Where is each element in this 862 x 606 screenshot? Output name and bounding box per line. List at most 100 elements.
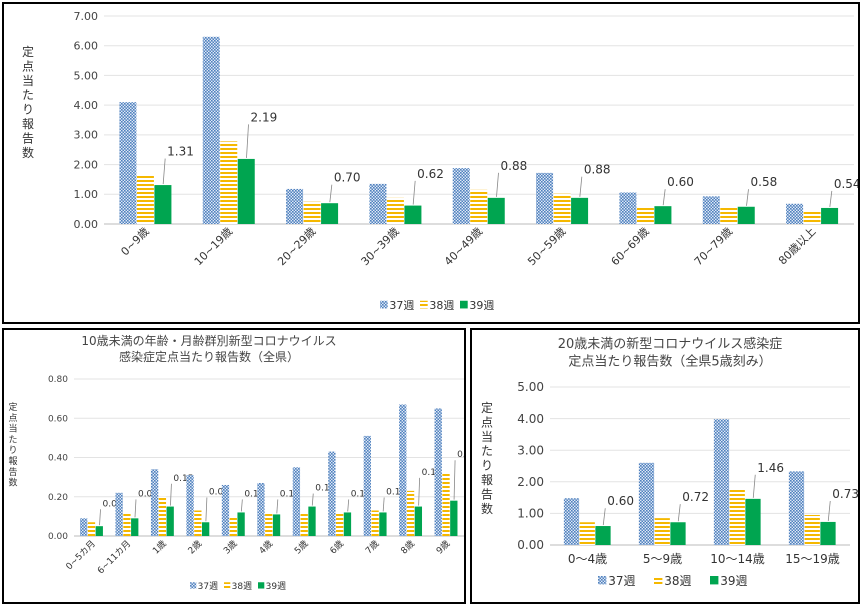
y-tick-label: 1.00 [74, 188, 99, 201]
bar [452, 168, 470, 224]
bar [321, 203, 339, 224]
bar [158, 496, 167, 536]
data-label: 0.11 [280, 489, 300, 499]
bar [788, 471, 805, 545]
legend-swatch [190, 582, 197, 589]
leader-line [246, 124, 249, 158]
data-label: 0.15 [173, 474, 193, 484]
bar [115, 492, 123, 536]
y-tick-label: 4.00 [517, 412, 544, 426]
x-tick-label: 1歳 [150, 538, 169, 557]
legend-label: 38週 [429, 299, 454, 312]
leader-line [418, 477, 421, 506]
x-tick-label: 40~49歳 [442, 225, 485, 268]
bar [399, 404, 407, 536]
bar [300, 512, 308, 536]
bar [123, 512, 131, 536]
chart-title: 定点当たり報告数（全県5歳刻み） [568, 354, 771, 370]
x-tick-label: 10～14歳 [710, 552, 765, 566]
chart-title: 20歳未満の新型コロナウイルス感染症 [558, 336, 783, 352]
legend-swatch [380, 300, 388, 309]
data-label: 0.62 [417, 167, 444, 181]
bar [386, 197, 404, 224]
y-tick-label: 3.00 [74, 129, 99, 142]
bar [670, 522, 686, 545]
legend-swatch [654, 576, 663, 585]
y-tick-label: 2.00 [74, 158, 99, 171]
x-tick-label: 3歳 [221, 538, 240, 557]
bar [229, 516, 237, 536]
bar [87, 522, 96, 536]
y-tick-label: 0.00 [74, 218, 99, 231]
data-label: 0.15 [315, 484, 335, 494]
y-axis-label: 定点当たり報告数 [8, 401, 17, 489]
x-tick-label: 80歳以上 [776, 225, 818, 267]
leader-line [134, 499, 137, 518]
data-label: 0.09 [138, 489, 158, 499]
bar [237, 158, 255, 224]
bar [265, 512, 273, 536]
bar [786, 203, 804, 224]
bar [150, 469, 159, 536]
chart-title: 感染症定点当たり報告数（全県） [119, 349, 299, 364]
bar [619, 192, 637, 224]
data-label: 0.58 [751, 175, 778, 189]
data-label: 0.05 [103, 499, 123, 509]
data-label: 0.15 [422, 468, 442, 478]
bar [821, 207, 839, 224]
leader-line [829, 190, 833, 208]
bar [379, 512, 387, 536]
leader-line [382, 497, 385, 512]
bar [745, 498, 761, 545]
bar [595, 526, 611, 545]
x-tick-label: 4歳 [256, 538, 275, 557]
y-axis-label: 定点当たり報告数 [22, 44, 34, 160]
bar [308, 506, 316, 536]
y-tick-label: 0.00 [48, 532, 68, 542]
bar [220, 141, 238, 224]
data-label: 2.19 [251, 110, 278, 124]
y-tick-label: 3.00 [517, 443, 544, 457]
bar [571, 197, 589, 224]
y-tick-label: 7.00 [74, 10, 99, 23]
y-tick-label: 0.00 [517, 538, 544, 552]
bar [80, 518, 88, 536]
bar [487, 197, 505, 224]
legend-label: 39週 [469, 299, 494, 312]
bar [201, 522, 210, 536]
data-label: 0.12 [244, 489, 264, 499]
y-axis-label: 定点当たり報告数 [481, 400, 493, 516]
bar [371, 510, 379, 536]
bar [336, 512, 344, 536]
bar [131, 518, 139, 536]
under20-chart: 0.00 1.00 2.00 3.00 4.00 5.00 定点当たり報告数 20歳未満の新型… [481, 336, 858, 588]
data-label: 1.31 [167, 145, 194, 159]
leader-line [240, 499, 243, 512]
leader-line [412, 180, 416, 205]
data-label: 0.60 [607, 494, 634, 508]
bar [292, 467, 301, 536]
data-label: 0.72 [682, 490, 709, 504]
x-tick-label: 2歳 [185, 538, 204, 557]
legend-label: 37週 [608, 574, 635, 588]
leader-line [827, 500, 831, 521]
y-tick-label: 0.20 [48, 493, 68, 503]
legend-swatch [258, 582, 265, 589]
bar [579, 522, 595, 545]
y-tick-label: 5.00 [517, 380, 544, 394]
leader-line [752, 474, 756, 498]
leader-line [677, 504, 681, 522]
legend-label: 38週 [664, 574, 691, 588]
bar [737, 206, 755, 224]
bar [654, 206, 672, 224]
bar [820, 521, 836, 545]
y-tick-label: 6.00 [74, 40, 99, 53]
leader-line [329, 184, 333, 203]
age-group-chart: 0.00 1.00 2.00 3.00 4.00 5.00 6.00 7.00 定点当たり報告数… [22, 10, 858, 312]
data-label: 0.70 [334, 171, 361, 185]
data-label: 0.12 [386, 487, 406, 497]
leader-line [453, 460, 456, 500]
bar [729, 488, 745, 545]
bar [95, 526, 103, 536]
y-tick-label: 2.00 [517, 475, 544, 489]
